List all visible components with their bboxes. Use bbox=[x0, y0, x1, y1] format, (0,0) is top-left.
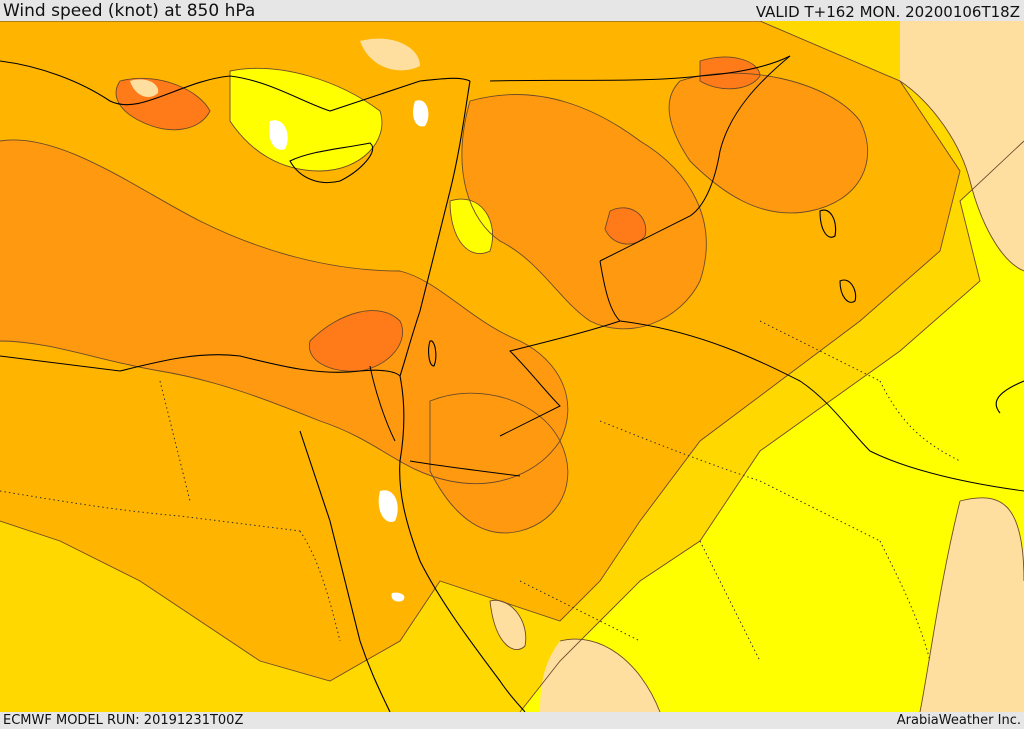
valid-time-label: VALID T+162 MON. 20200106T18Z bbox=[755, 3, 1020, 21]
field-calm-4 bbox=[391, 592, 405, 602]
map-canvas bbox=[0, 21, 1024, 712]
field-orange-north bbox=[461, 94, 707, 329]
field-peach-s bbox=[540, 639, 660, 712]
title-bar: Wind speed (knot) at 850 hPa VALID T+162… bbox=[0, 0, 1024, 21]
coastlines bbox=[0, 60, 1024, 712]
isotach-contours bbox=[0, 21, 1024, 712]
admin-boundaries bbox=[0, 320, 961, 662]
footer-bar: ECMWF MODEL RUN: 20191231T00Z ArabiaWeat… bbox=[0, 712, 1024, 729]
field-orange-south bbox=[430, 393, 568, 533]
field-core-4 bbox=[605, 207, 646, 245]
field-weak-lebanon bbox=[450, 199, 493, 254]
field-orange-east bbox=[669, 73, 868, 213]
wind-speed-map bbox=[0, 21, 1024, 712]
map-title: Wind speed (knot) at 850 hPa bbox=[3, 1, 256, 21]
field-weak-cyprus bbox=[230, 68, 382, 171]
field-calm-2 bbox=[413, 100, 429, 127]
credit-label: ArabiaWeather Inc. bbox=[896, 713, 1021, 728]
field-peach-4 bbox=[130, 79, 159, 97]
field-calm-1 bbox=[269, 120, 288, 150]
field-peach-3 bbox=[360, 38, 420, 71]
field-calm-3 bbox=[378, 490, 398, 522]
field-peach-se bbox=[920, 497, 1024, 712]
field-peach-ne bbox=[900, 21, 1024, 271]
field-core-1 bbox=[309, 310, 403, 372]
field-orange-west bbox=[0, 139, 568, 484]
model-run-label: ECMWF MODEL RUN: 20191231T00Z bbox=[3, 713, 244, 728]
country-borders bbox=[369, 55, 1024, 492]
